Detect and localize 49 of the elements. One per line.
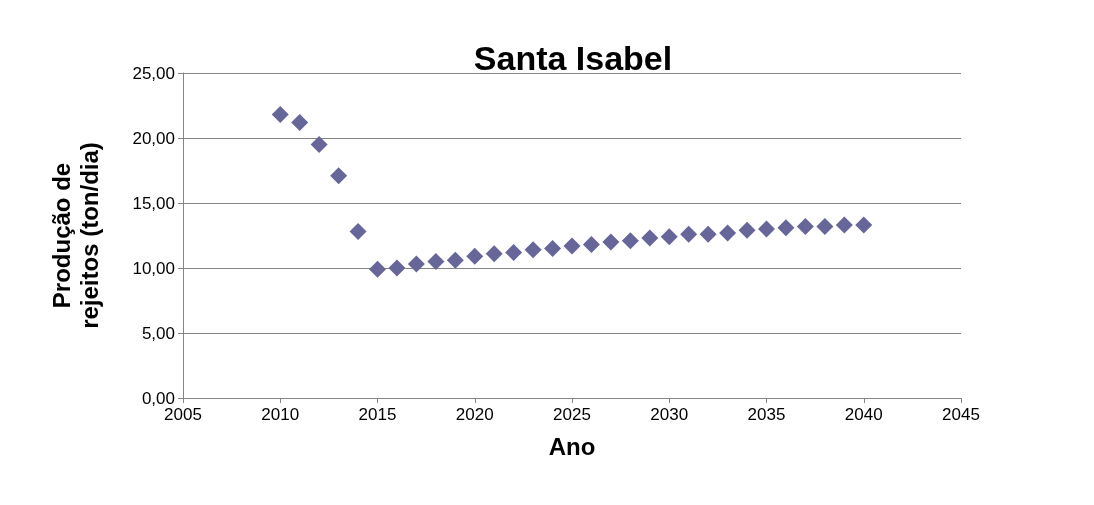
point	[524, 241, 542, 259]
x-tick-label: 2025	[553, 405, 591, 424]
point	[777, 219, 795, 237]
point	[602, 233, 620, 251]
x-tick-label: 2015	[358, 405, 397, 424]
point	[310, 136, 328, 153]
point	[544, 240, 562, 257]
point	[719, 224, 737, 242]
point	[660, 228, 678, 246]
y-axis-title: Produção de rejeitos (ton/dia)	[47, 142, 103, 329]
point	[505, 243, 523, 261]
point	[349, 223, 367, 241]
x-tick-label: 2030	[650, 405, 689, 424]
chart-title: Santa Isabel	[473, 39, 673, 77]
x-tick-label: 2005	[164, 405, 202, 424]
point	[427, 253, 445, 270]
point	[330, 167, 348, 185]
point	[407, 255, 425, 273]
x-tick-label: 2045	[942, 405, 980, 424]
point	[369, 260, 386, 278]
point	[816, 217, 834, 235]
point	[680, 225, 698, 243]
x-tick-label: 2020	[455, 405, 494, 424]
y-tick-label: 0,00	[141, 388, 175, 408]
point	[738, 221, 756, 239]
y-tick-label: 25,00	[132, 63, 175, 83]
point	[641, 229, 659, 247]
point	[758, 220, 775, 238]
y-tick-label: 20,00	[132, 128, 175, 148]
point	[582, 236, 600, 254]
point	[621, 232, 639, 250]
point	[291, 113, 309, 131]
point	[466, 247, 484, 265]
point	[485, 245, 503, 263]
y-tick-label: 15,00	[132, 193, 175, 213]
point	[388, 259, 406, 277]
point	[446, 251, 464, 269]
point	[271, 106, 289, 124]
point	[563, 237, 581, 255]
point	[796, 217, 814, 235]
y-tick-label: 5,00	[141, 323, 175, 343]
point	[835, 216, 853, 234]
x-tick-label: 2040	[844, 405, 883, 424]
point	[855, 216, 873, 234]
y-tick-label: 10,00	[132, 258, 175, 278]
point	[699, 225, 717, 243]
x-tick-label: 2035	[747, 405, 786, 424]
x-axis-title: Ano	[548, 432, 596, 460]
x-tick-label: 2010	[261, 405, 300, 424]
